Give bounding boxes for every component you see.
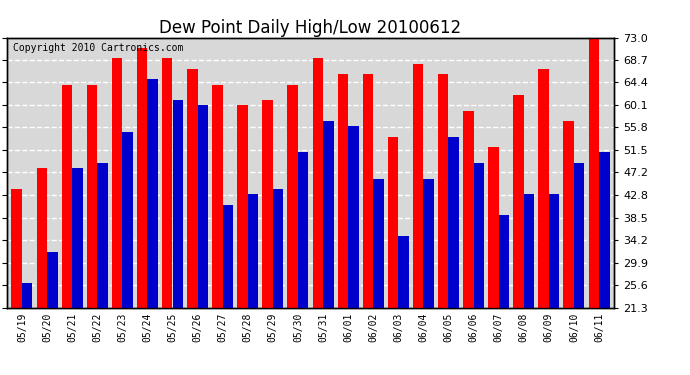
Bar <box>237 105 248 375</box>
Bar <box>122 132 133 375</box>
Bar <box>413 64 424 375</box>
Bar <box>473 163 484 375</box>
Text: Dew Point Daily High/Low 20100612: Dew Point Daily High/Low 20100612 <box>159 19 462 37</box>
Bar <box>87 84 97 375</box>
Bar <box>37 168 47 375</box>
Bar <box>162 58 172 375</box>
Bar <box>288 84 298 375</box>
Bar <box>424 178 434 375</box>
Bar <box>72 168 83 375</box>
Bar <box>363 74 373 375</box>
Bar <box>137 48 148 375</box>
Bar <box>549 194 560 375</box>
Bar <box>438 74 449 375</box>
Text: Copyright 2010 Cartronics.com: Copyright 2010 Cartronics.com <box>13 43 184 53</box>
Bar <box>574 163 584 375</box>
Bar <box>599 152 609 375</box>
Bar <box>47 252 57 375</box>
Bar <box>564 121 574 375</box>
Bar <box>22 283 32 375</box>
Bar <box>499 215 509 375</box>
Bar <box>313 58 323 375</box>
Bar <box>61 84 72 375</box>
Bar <box>524 194 534 375</box>
Bar <box>273 189 284 375</box>
Bar <box>589 38 599 375</box>
Bar <box>112 58 122 375</box>
Bar <box>323 121 333 375</box>
Bar <box>148 79 158 375</box>
Bar <box>12 189 22 375</box>
Bar <box>373 178 384 375</box>
Bar <box>262 100 273 375</box>
Bar <box>538 69 549 375</box>
Bar <box>513 95 524 375</box>
Bar <box>298 152 308 375</box>
Bar <box>337 74 348 375</box>
Bar <box>463 111 473 375</box>
Bar <box>348 126 359 375</box>
Bar <box>248 194 258 375</box>
Bar <box>97 163 108 375</box>
Bar <box>212 84 223 375</box>
Bar <box>388 137 398 375</box>
Bar <box>398 236 409 375</box>
Bar <box>172 100 183 375</box>
Bar <box>197 105 208 375</box>
Bar <box>187 69 197 375</box>
Bar <box>448 137 459 375</box>
Bar <box>488 147 499 375</box>
Bar <box>223 205 233 375</box>
